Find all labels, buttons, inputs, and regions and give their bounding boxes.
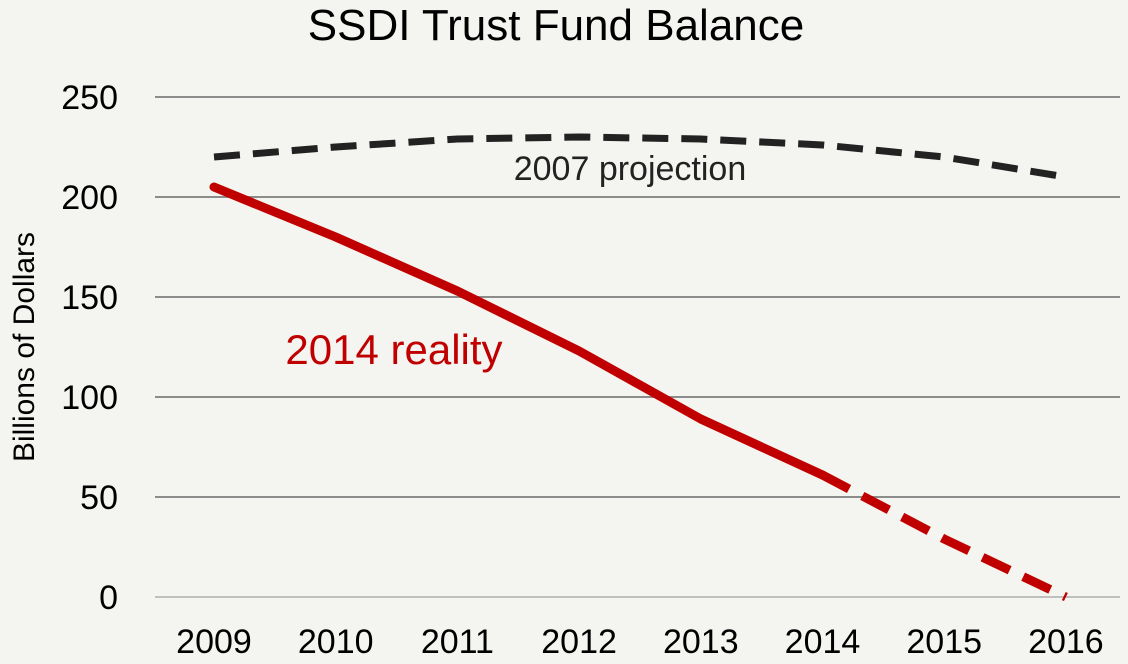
series-lines [209, 133, 1068, 602]
x-tick-2012: 2012 [541, 623, 617, 661]
series-line-2014-reality-projected [820, 471, 1068, 602]
x-tick-2016: 2016 [1028, 623, 1104, 661]
x-tick-2013: 2013 [663, 623, 739, 661]
y-tick-50: 50 [80, 479, 118, 517]
x-tick-2011: 2011 [421, 623, 494, 661]
y-tick-100: 100 [61, 379, 118, 417]
x-tick-2009: 2009 [176, 623, 252, 661]
y-tick-0: 0 [99, 579, 118, 617]
y-axis-label: Billions of Dollars [8, 232, 41, 462]
x-tick-labels: 2009 2010 2011 2012 2013 2014 2015 2016 [176, 623, 1104, 661]
x-tick-2015: 2015 [906, 623, 982, 661]
y-tick-150: 150 [61, 279, 118, 317]
series-label-2007-projection: 2007 projection [514, 150, 747, 188]
x-tick-2014: 2014 [785, 623, 861, 661]
y-tick-200: 200 [61, 179, 118, 217]
x-tick-2010: 2010 [298, 623, 374, 661]
y-tick-250: 250 [61, 79, 118, 117]
series-label-2014-reality: 2014 reality [285, 326, 502, 373]
y-tick-labels: 0 50 100 150 200 250 [61, 79, 118, 617]
series-line-2007-projection [213, 133, 1067, 181]
chart-title: SSDI Trust Fund Balance [308, 1, 804, 50]
series-line-2014-reality-actual [209, 182, 827, 480]
gridlines [155, 96, 1120, 598]
